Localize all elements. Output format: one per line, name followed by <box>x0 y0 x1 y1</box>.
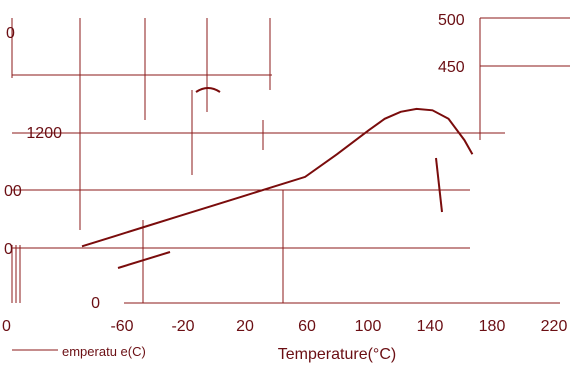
series-fragment-lower <box>117 251 171 269</box>
x-tick-label: -20 <box>171 318 194 335</box>
x-tick-label: 60 <box>298 318 316 335</box>
partial-label: 0 <box>6 25 15 42</box>
series-layer <box>81 87 474 269</box>
series-line-0 <box>81 107 474 248</box>
grid-layer <box>11 17 570 351</box>
series-fragment-top <box>195 87 221 93</box>
x-tick-label: 100 <box>355 318 382 335</box>
x-tick-label: 20 <box>236 318 254 335</box>
x-tick-label: 220 <box>541 318 568 335</box>
partial-label: 0 <box>4 241 13 258</box>
right-y-tick-label: 500 <box>438 12 465 29</box>
x-tick-label: 140 <box>417 318 444 335</box>
partial-label: 00 <box>4 183 22 200</box>
y-tick-label: 1200 <box>26 125 62 142</box>
label-layer: -60 -20 20 60 100 140 180 220 Temperature(°C) 0 12… <box>2 12 567 363</box>
y-tick-label: 0 <box>91 295 100 312</box>
partial-label: 0 <box>2 318 11 335</box>
right-y-tick-label: 450 <box>438 59 465 76</box>
partial-label: emperatu e(C) <box>62 344 146 359</box>
x-tick-label: 180 <box>479 318 506 335</box>
series-fragment-drop <box>435 157 443 213</box>
x-tick-label: -60 <box>110 318 133 335</box>
x-axis-title: Temperature(°C) <box>278 346 396 363</box>
